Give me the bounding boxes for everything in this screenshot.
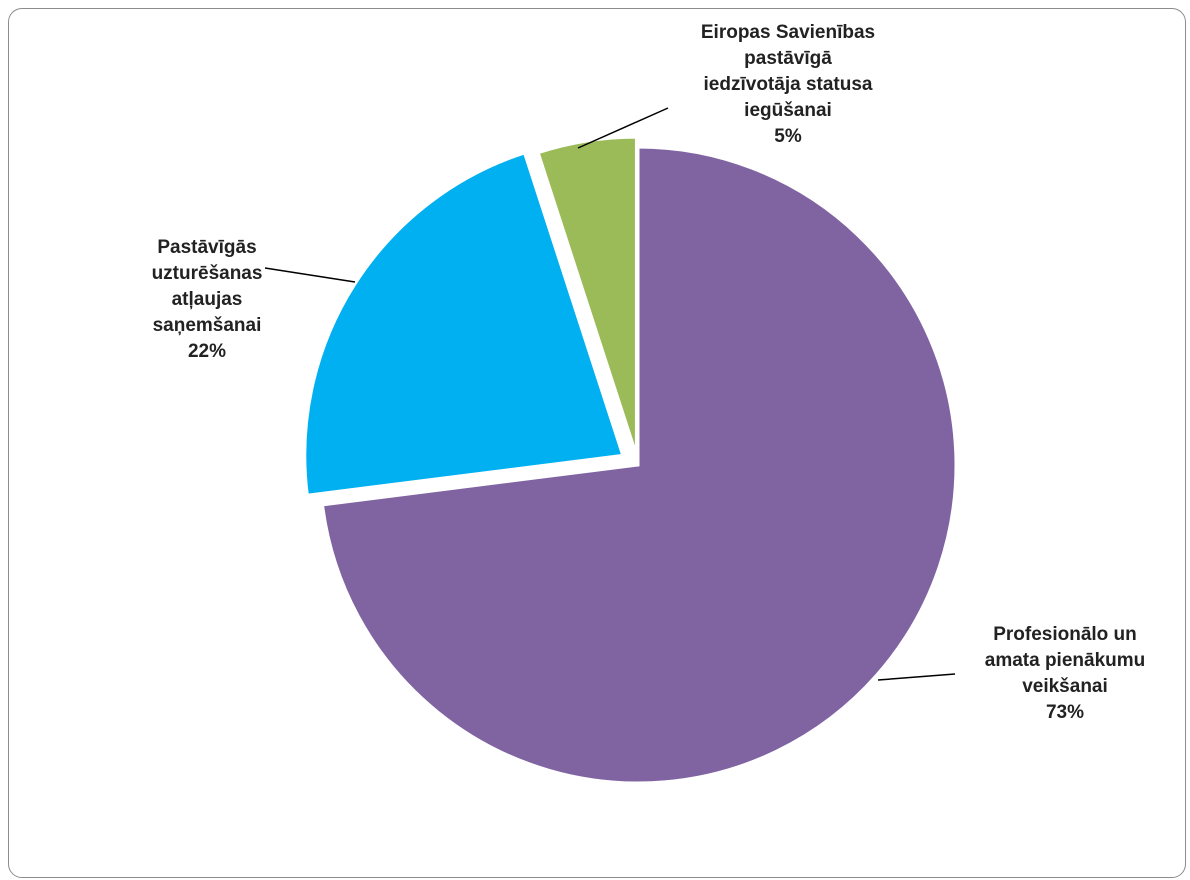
data-label-value: 73% — [1046, 702, 1084, 723]
data-label-line: Eiropas Savienības — [701, 22, 875, 43]
data-label-3: Eiropas Savienības pastāvīgā iedzīvotāja s… — [701, 22, 875, 147]
pie-slice-2 — [303, 151, 625, 497]
data-label-line: uzturēšanas — [152, 263, 263, 284]
data-label-line: veikšanai — [1022, 676, 1108, 697]
data-label-line: amata pienākumu — [985, 650, 1146, 671]
data-label-line: atļaujas — [172, 289, 243, 310]
data-label-line: pastāvīgā — [744, 48, 832, 69]
data-label-1: Profesionālo un amata pienākumu veikšanai 7… — [985, 624, 1146, 723]
data-label-2: Pastāvīgās uzturēšanas atļaujas saņemšanai 2… — [152, 237, 263, 362]
data-labels: Profesionālo un amata pienākumu veikšanai 7… — [152, 22, 1146, 723]
leader-lines — [264, 107, 956, 681]
data-label-value: 22% — [188, 341, 226, 362]
data-label-value: 5% — [774, 126, 802, 147]
leader-line-1 — [877, 673, 956, 681]
pie-slice-3 — [536, 135, 638, 456]
data-label-line: iegūšanai — [744, 100, 832, 121]
data-label-line: Pastāvīgās — [157, 237, 256, 258]
data-label-line: iedzīvotāja statusa — [704, 74, 873, 95]
leader-line-2 — [264, 267, 356, 283]
data-label-line: saņemšanai — [153, 315, 262, 336]
data-label-line: Profesionālo un — [993, 624, 1137, 645]
leader-line-3 — [577, 107, 669, 149]
pie-slices — [303, 135, 958, 785]
pie-slice-1 — [320, 145, 958, 785]
